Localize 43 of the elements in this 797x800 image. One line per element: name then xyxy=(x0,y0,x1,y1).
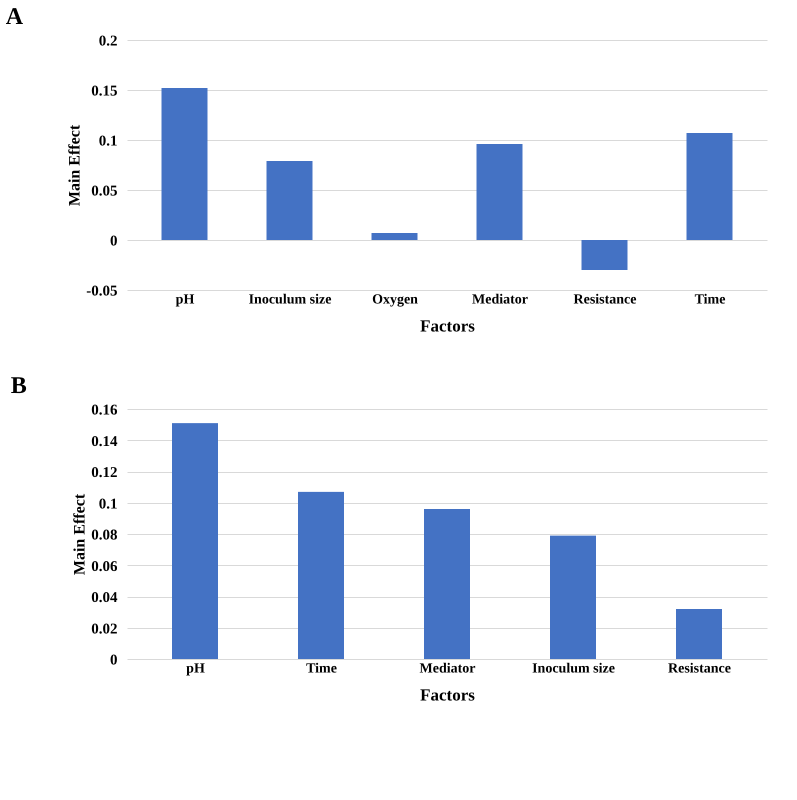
bar xyxy=(550,536,596,659)
x-axis-title: Factors xyxy=(420,686,476,704)
y-tick-label: 0.1 xyxy=(98,496,118,512)
x-tick-label: pH xyxy=(186,662,205,676)
bar xyxy=(172,423,218,659)
bar xyxy=(298,492,344,659)
x-tick-label: Time xyxy=(306,662,337,676)
bar xyxy=(476,144,522,240)
bar xyxy=(162,88,208,240)
bar xyxy=(372,233,418,240)
x-tick-label: Resistance xyxy=(574,292,636,308)
x-tick-label: pH xyxy=(176,292,194,308)
x-tick-label: Mediator xyxy=(472,292,528,308)
bar xyxy=(582,240,628,270)
bar xyxy=(676,609,722,659)
y-tick-label: 0.08 xyxy=(91,528,118,544)
y-tick-label: -0.05 xyxy=(86,284,118,300)
x-tick-label: Oxygen xyxy=(372,292,418,308)
y-tick-label: 0.16 xyxy=(91,402,118,418)
y-tick-label: 0.15 xyxy=(91,84,118,100)
y-tick-label: 0.1 xyxy=(98,134,118,150)
y-axis-title: Main Effect xyxy=(66,124,84,206)
y-tick-label: 0.14 xyxy=(91,434,118,450)
y-axis-title: Main Effect xyxy=(71,493,88,576)
y-tick-label: 0.02 xyxy=(91,621,118,638)
x-tick-label: Time xyxy=(694,292,726,308)
x-tick-label: Resistance xyxy=(668,662,731,676)
bar xyxy=(686,133,732,240)
chart-title: B xyxy=(10,373,27,399)
y-tick-label: 0 xyxy=(110,234,118,250)
chart-title: A xyxy=(6,4,24,30)
x-tick-label: Inoculum size xyxy=(248,292,332,308)
y-tick-label: 0.05 xyxy=(91,184,118,200)
y-tick-label: 0.06 xyxy=(91,558,118,575)
x-tick-label: Inoculum size xyxy=(532,662,615,676)
y-tick-label: 0.2 xyxy=(98,34,118,50)
y-tick-label: 0.04 xyxy=(91,590,118,606)
y-tick-label: 0 xyxy=(110,652,118,668)
bar xyxy=(266,161,312,240)
x-tick-label: Mediator xyxy=(420,662,476,676)
bar xyxy=(424,509,470,659)
x-axis-title: Factors xyxy=(420,316,476,336)
y-tick-label: 0.12 xyxy=(91,465,118,481)
